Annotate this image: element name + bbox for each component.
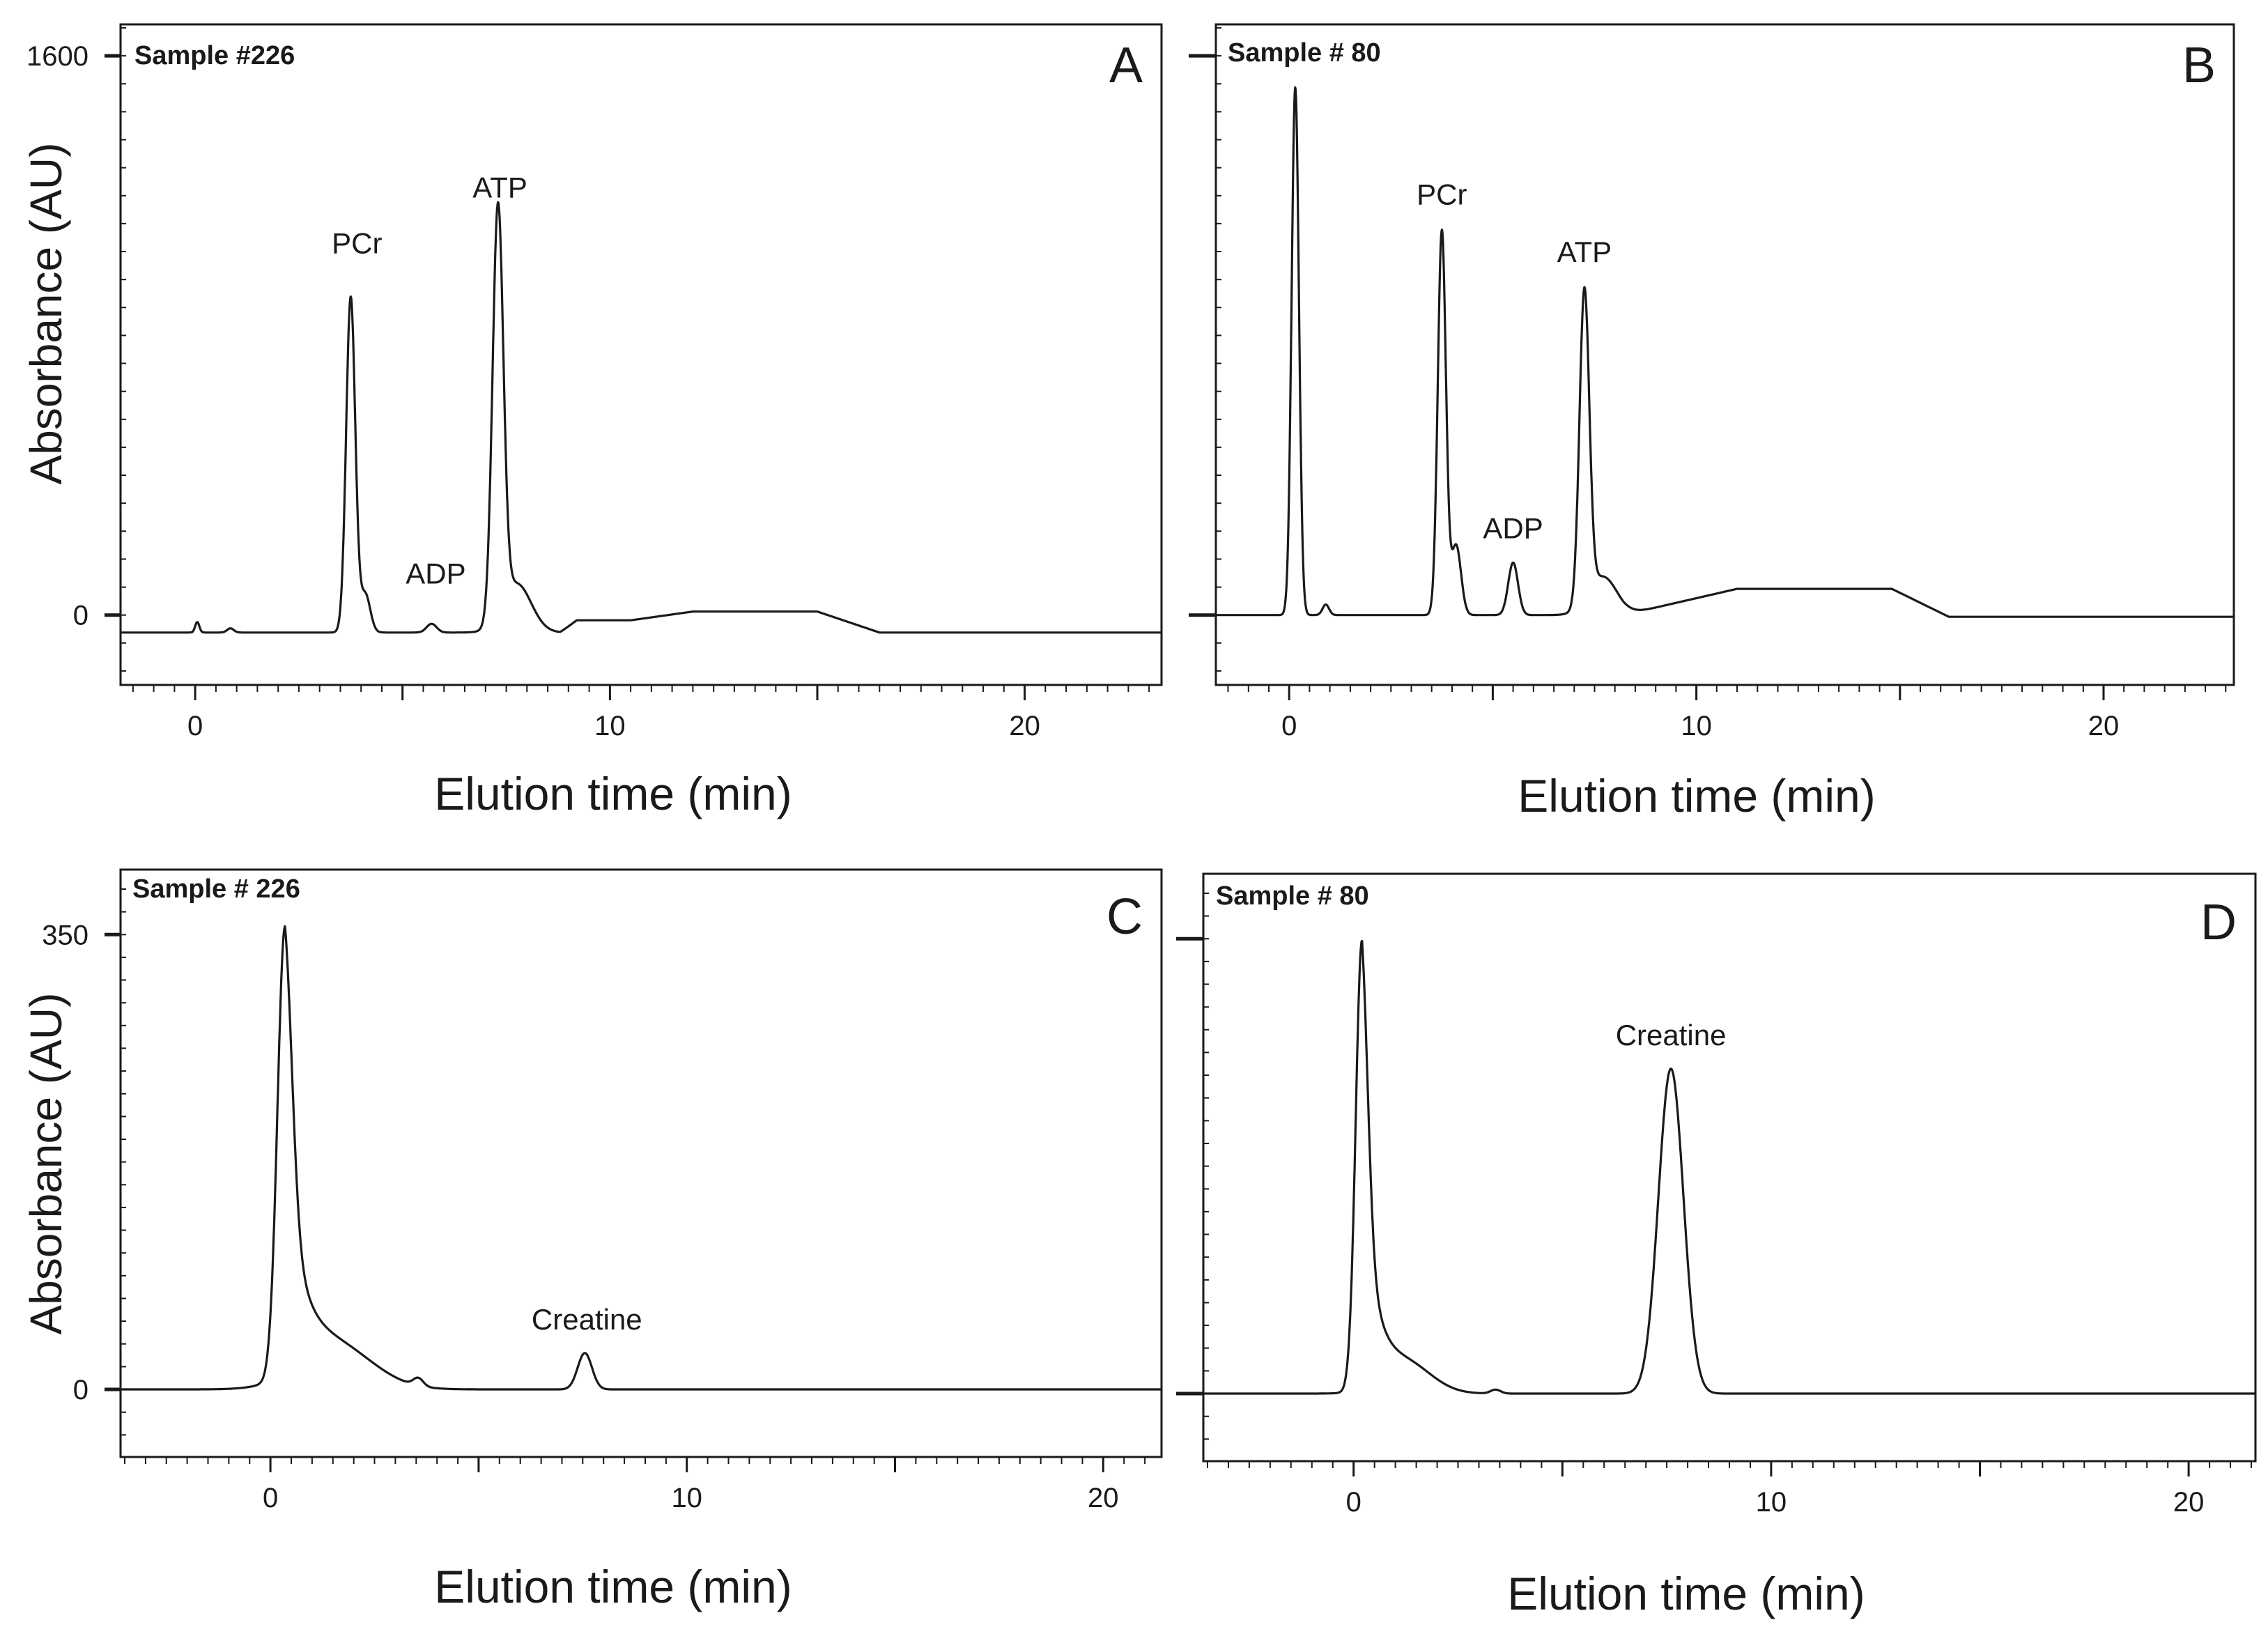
chromatogram-trace <box>119 201 1163 634</box>
peak-label: ADP <box>406 557 465 590</box>
y-axis-ticks <box>1189 27 1221 672</box>
x-axis-label: Elution time (min) <box>434 768 792 819</box>
x-tick-label: 20 <box>1088 1483 1119 1513</box>
sample-label: Sample # 80 <box>1228 38 1381 68</box>
sample-label: Sample # 80 <box>1216 881 1369 911</box>
peak-label: ATP <box>472 171 527 203</box>
x-tick-label: 20 <box>1009 711 1040 741</box>
y-tick-label: 0 <box>73 601 88 631</box>
x-tick-label: 0 <box>263 1483 278 1513</box>
y-tick-label: 350 <box>42 920 88 950</box>
x-tick-label: 10 <box>1681 711 1712 741</box>
x-axis-label: Elution time (min) <box>1507 1568 1865 1619</box>
peak-label: ATP <box>1557 236 1612 268</box>
panel-letter: B <box>2182 38 2216 93</box>
y-tick-label: 0 <box>73 1375 88 1405</box>
x-tick-label: 10 <box>594 711 626 741</box>
x-axis-ticks: 0 10 20 <box>1227 685 2227 741</box>
panel-c: 0 10 20 0 350 Creatine Sample # 226 C Eluti… <box>21 868 1163 1612</box>
x-tick-label: 10 <box>671 1483 702 1513</box>
x-axis-ticks: 0 10 20 <box>1207 1461 2252 1518</box>
plot-frame <box>119 23 1163 686</box>
y-axis-ticks: 0 350 <box>42 888 126 1436</box>
peak-label: PCr <box>332 227 382 260</box>
panel-letter: D <box>2200 895 2237 950</box>
peak-labels: Creatine <box>532 1303 642 1336</box>
y-tick-label: 1600 <box>26 41 88 72</box>
x-tick-label: 0 <box>187 711 203 741</box>
y-axis-ticks: 0 1600 <box>26 27 126 672</box>
y-axis-label: Absorbance (AU) <box>21 143 71 485</box>
panel-letter: C <box>1106 889 1143 945</box>
sample-label: Sample #226 <box>134 41 295 70</box>
x-axis-label: Elution time (min) <box>1518 770 1875 822</box>
x-tick-label: 20 <box>2173 1487 2205 1518</box>
chromatogram-trace <box>1202 939 2257 1395</box>
x-tick-label: 20 <box>2088 711 2120 741</box>
peak-labels: PCr ADP ATP <box>332 171 527 589</box>
panel-a: 0 10 20 0 1600 PCr ADP ATP Sample #226 A Elut… <box>21 23 1163 819</box>
peak-label: Creatine <box>1616 1019 1727 1051</box>
panel-b: 0 10 20 PCr ADP ATP Sample # 80 B Elution ti… <box>1189 23 2235 822</box>
x-tick-label: 0 <box>1281 711 1297 741</box>
peak-label: PCr <box>1417 178 1467 210</box>
sample-label: Sample # 226 <box>132 874 300 904</box>
y-axis-label: Absorbance (AU) <box>21 993 71 1335</box>
x-tick-label: 0 <box>1346 1487 1361 1518</box>
peak-label: Creatine <box>532 1303 642 1336</box>
x-axis-ticks: 0 10 20 <box>124 1457 1146 1513</box>
x-tick-label: 10 <box>1756 1487 1787 1518</box>
panel-d: 0 10 20 Creatine Sample # 80 D Elution tim… <box>1176 872 2257 1619</box>
chromatogram-trace <box>1214 86 2235 618</box>
peak-labels: Creatine <box>1616 1019 1727 1051</box>
plot-frame <box>1214 23 2235 686</box>
x-axis-label: Elution time (min) <box>434 1561 792 1612</box>
plot-frame <box>119 868 1163 1458</box>
peak-labels: PCr ADP ATP <box>1417 178 1612 544</box>
chromatogram-trace <box>119 925 1163 1391</box>
x-axis-ticks: 0 10 20 <box>132 685 1150 741</box>
panel-letter: A <box>1109 38 1143 93</box>
peak-label: ADP <box>1483 511 1543 544</box>
